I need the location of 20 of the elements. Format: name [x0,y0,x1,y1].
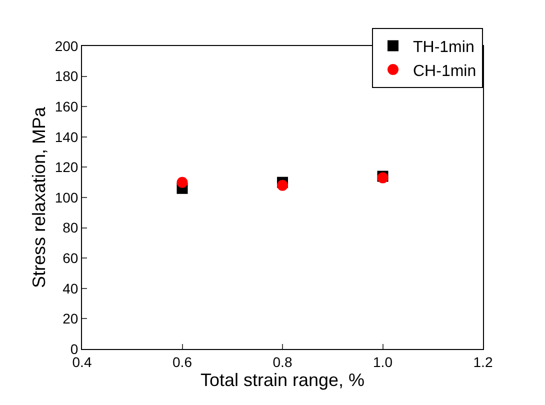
y-tick-label: 100 [54,189,78,206]
legend-label: CH-1min [413,62,476,80]
y-tick-label: 60 [62,250,78,266]
y-tick-label: 140 [54,128,78,145]
y-axis-title: Stress relaxation, MPa [29,106,50,288]
x-tick-label: 1.0 [373,354,393,370]
x-tick-label: 0.6 [172,354,192,370]
y-tick-label: 180 [54,68,78,84]
y-tick-label: 20 [62,310,78,327]
y-tick-label: 160 [54,98,78,114]
x-axis-title: Total strain range, % [200,370,365,390]
x-tick-label: 1.2 [473,354,493,370]
x-tick-label: 0.8 [272,354,292,370]
legend-label: TH-1min [413,38,474,56]
y-tick-label: 80 [62,220,78,236]
y-tick-label: 200 [54,38,78,54]
point [277,180,288,191]
y-tick-label: 120 [54,159,78,176]
y-tick-label: 40 [62,280,78,296]
point [176,176,188,188]
